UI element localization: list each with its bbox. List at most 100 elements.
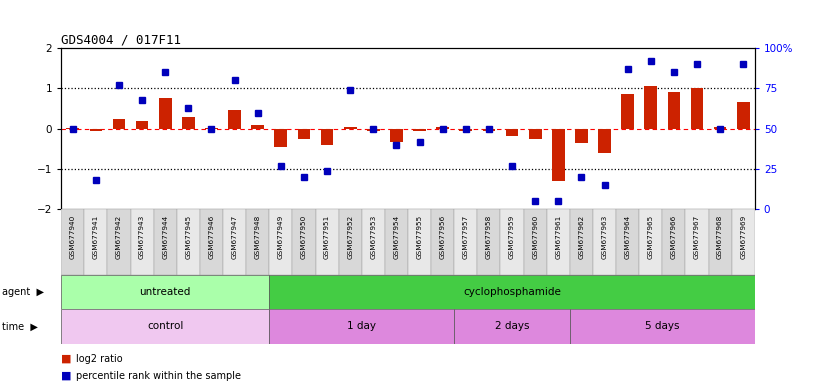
Bar <box>500 209 524 275</box>
Bar <box>575 129 588 143</box>
Bar <box>570 209 593 275</box>
Text: ■: ■ <box>61 354 72 364</box>
Text: GSM677953: GSM677953 <box>370 215 376 259</box>
Bar <box>200 209 223 275</box>
Bar <box>316 209 339 275</box>
Bar <box>482 129 495 131</box>
Bar <box>153 209 177 275</box>
Bar <box>177 209 200 275</box>
Text: GDS4004 / 017F11: GDS4004 / 017F11 <box>61 33 181 46</box>
Text: ■: ■ <box>61 371 72 381</box>
Bar <box>269 209 292 275</box>
Text: GSM677968: GSM677968 <box>717 215 723 259</box>
Bar <box>663 209 685 275</box>
Bar <box>113 119 126 129</box>
Bar <box>455 209 477 275</box>
Bar <box>159 98 171 129</box>
Text: GSM677959: GSM677959 <box>509 215 515 259</box>
Bar <box>108 209 131 275</box>
Bar <box>223 209 246 275</box>
Bar <box>408 209 431 275</box>
Bar <box>66 128 79 129</box>
Bar <box>524 209 547 275</box>
Bar <box>269 309 455 344</box>
Bar <box>269 275 755 309</box>
Bar <box>84 209 108 275</box>
Bar <box>455 309 570 344</box>
Bar <box>593 209 616 275</box>
Bar <box>570 309 755 344</box>
Text: GSM677967: GSM677967 <box>694 215 700 259</box>
Bar <box>228 111 241 129</box>
Text: agent  ▶: agent ▶ <box>2 287 43 297</box>
Bar <box>639 209 663 275</box>
Bar <box>477 209 500 275</box>
Bar <box>547 209 570 275</box>
Text: GSM677958: GSM677958 <box>486 215 492 259</box>
Text: GSM677951: GSM677951 <box>324 215 330 259</box>
Text: 1 day: 1 day <box>348 321 376 331</box>
Text: control: control <box>147 321 184 331</box>
Bar <box>529 129 542 139</box>
Bar <box>246 209 269 275</box>
Bar <box>685 209 708 275</box>
Bar <box>390 129 403 142</box>
Text: GSM677965: GSM677965 <box>648 215 654 259</box>
Text: GSM677950: GSM677950 <box>301 215 307 259</box>
Bar <box>274 129 287 147</box>
Text: GSM677940: GSM677940 <box>69 215 76 259</box>
Text: 5 days: 5 days <box>645 321 680 331</box>
Bar <box>708 209 732 275</box>
Bar <box>182 117 195 129</box>
Bar <box>367 129 379 131</box>
Bar <box>616 209 639 275</box>
Text: untreated: untreated <box>140 287 191 297</box>
Text: GSM677961: GSM677961 <box>555 215 561 259</box>
Bar <box>667 92 681 129</box>
Bar <box>437 127 449 129</box>
Bar <box>344 127 357 129</box>
Text: GSM677952: GSM677952 <box>347 215 353 259</box>
Bar <box>298 129 310 139</box>
Text: GSM677954: GSM677954 <box>393 215 400 259</box>
Bar <box>413 129 426 131</box>
Bar <box>205 128 218 129</box>
Text: cyclophosphamide: cyclophosphamide <box>463 287 561 297</box>
Text: GSM677960: GSM677960 <box>532 215 539 259</box>
Text: GSM677941: GSM677941 <box>93 215 99 259</box>
Bar <box>645 86 657 129</box>
Text: GSM677947: GSM677947 <box>232 215 237 259</box>
Text: GSM677962: GSM677962 <box>579 215 584 259</box>
Bar <box>135 121 149 129</box>
Text: log2 ratio: log2 ratio <box>76 354 122 364</box>
Bar <box>506 129 518 136</box>
Text: GSM677964: GSM677964 <box>624 215 631 259</box>
Text: GSM677942: GSM677942 <box>116 215 122 259</box>
Text: GSM677943: GSM677943 <box>139 215 145 259</box>
Bar <box>321 129 334 145</box>
Text: GSM677955: GSM677955 <box>416 215 423 259</box>
Text: percentile rank within the sample: percentile rank within the sample <box>76 371 241 381</box>
Bar <box>131 209 153 275</box>
Bar <box>690 88 703 129</box>
Bar <box>714 127 726 129</box>
Bar <box>90 129 102 131</box>
Bar <box>61 275 269 309</box>
Bar <box>621 94 634 129</box>
Text: GSM677957: GSM677957 <box>463 215 469 259</box>
Bar <box>361 209 385 275</box>
Text: GSM677966: GSM677966 <box>671 215 677 259</box>
Bar <box>552 129 565 181</box>
Bar <box>385 209 408 275</box>
Text: 2 days: 2 days <box>494 321 530 331</box>
Text: GSM677963: GSM677963 <box>601 215 608 259</box>
Text: GSM677969: GSM677969 <box>740 215 747 259</box>
Text: time  ▶: time ▶ <box>2 321 38 331</box>
Text: GSM677944: GSM677944 <box>162 215 168 259</box>
Bar <box>251 124 264 129</box>
Bar <box>598 129 611 153</box>
Bar <box>292 209 316 275</box>
Bar <box>61 309 269 344</box>
Bar <box>737 103 750 129</box>
Bar <box>61 209 84 275</box>
